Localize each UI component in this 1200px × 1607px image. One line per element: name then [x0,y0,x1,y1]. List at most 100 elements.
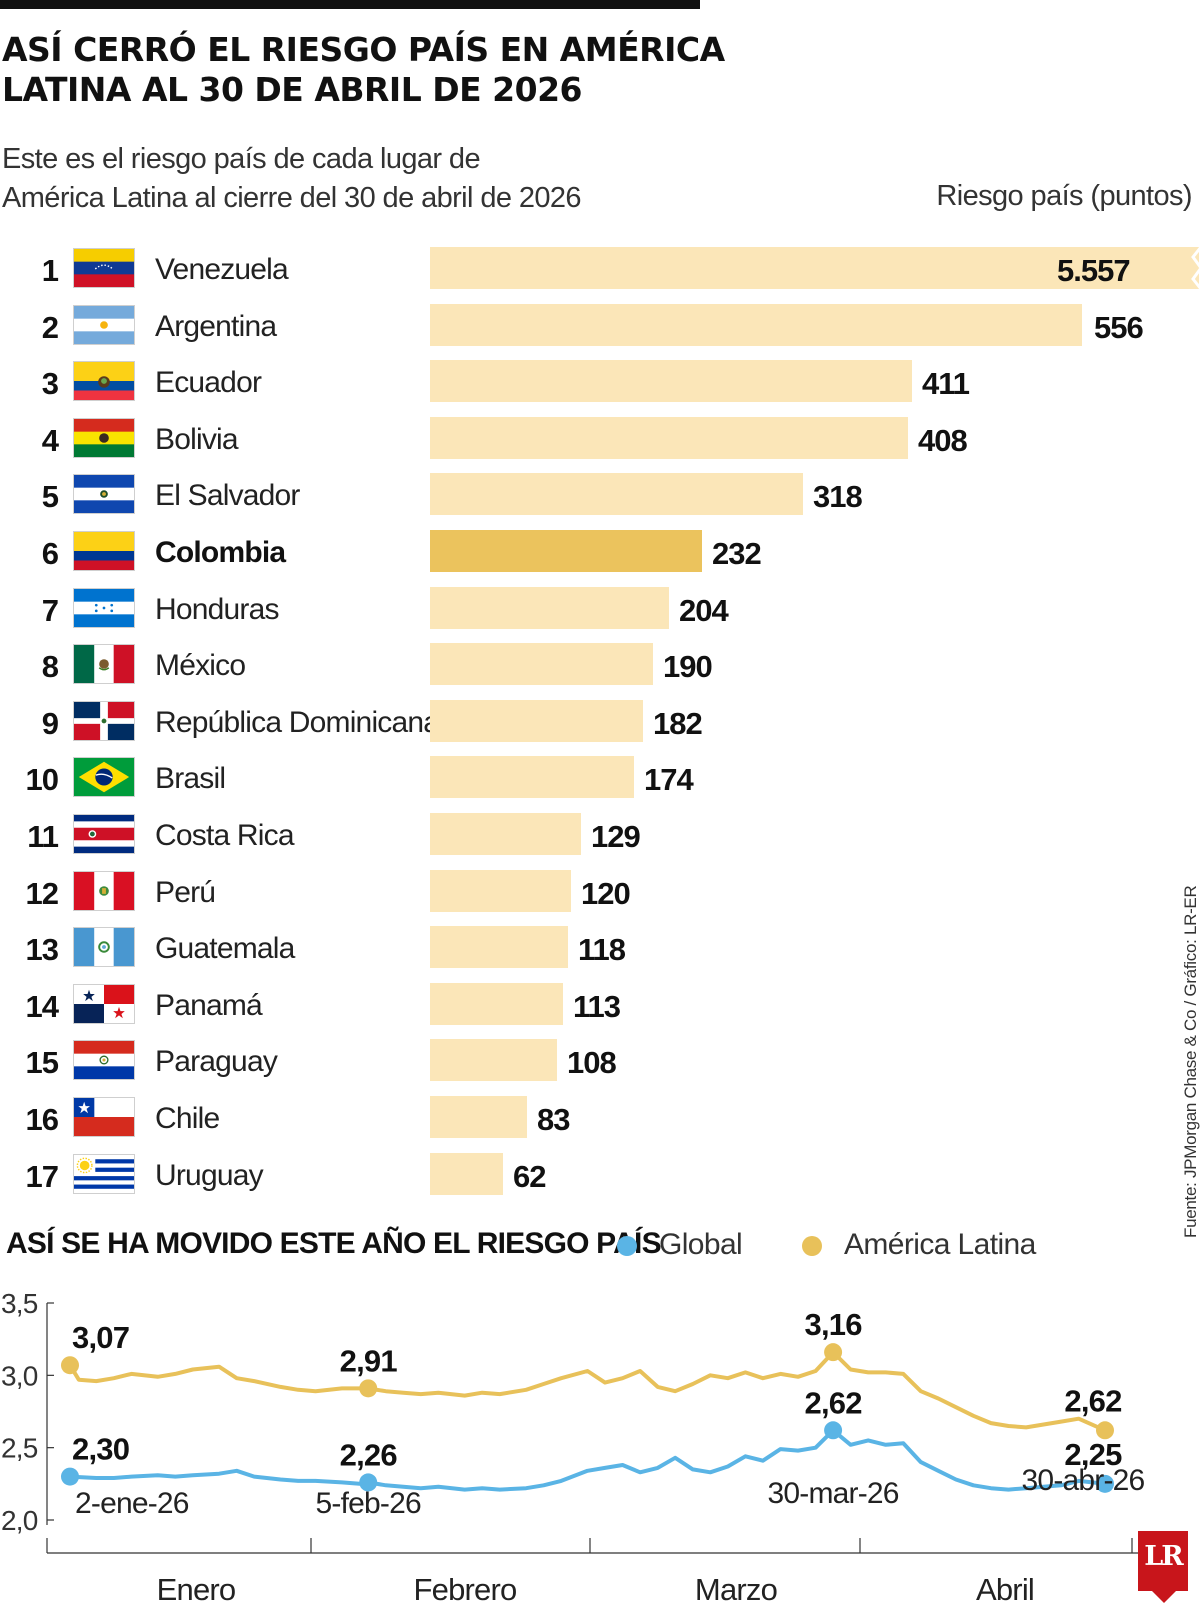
bar [430,1096,527,1138]
global-point [1096,1474,1114,1493]
line-chart-title: ASÍ SE HA MOVIDO ESTE AÑO EL RIESGO PAÍS [6,1227,662,1260]
bar-row: 6 Colombia 232 [0,526,1200,576]
rank-label: 12 [25,875,59,911]
country-label: Panamá [155,988,263,1022]
el-salvador-flag-icon [73,474,135,515]
global-point [61,1467,79,1486]
title-line-2: LATINA AL 30 DE ABRIL DE 2026 [2,70,583,109]
global-series-line [68,1428,1107,1492]
rank-label: 8 [41,649,59,685]
value-label: 118 [578,932,626,968]
line-chart: 2,0 2,5 3,0 3,5 Enero Febrero Marzo Abril 2,30 2,… [1,1288,1160,1607]
value-label: 182 [653,705,703,741]
value-label: 120 [581,875,631,911]
legend-item-latam: América Latina [802,1228,1036,1262]
bar [430,699,643,742]
value-label: 411 [922,366,970,402]
subtitle-line-2: América Latina al cierre del 30 de abril… [2,182,582,214]
rank-label: 5 [41,479,59,515]
global-data-label: 2,25 [1064,1437,1122,1472]
bar-row: 14 Panamá 113 [0,979,1200,1029]
y-tick-label: 2,5 [1,1433,38,1464]
bar [430,643,653,686]
latam-data-label: 3,07 [72,1320,129,1355]
costa-rica-flag-icon [73,814,135,854]
venezuela-flag-icon [73,248,135,288]
global-data-label: 2,26 [340,1437,398,1472]
rank-label: 13 [25,932,59,968]
country-label: El Salvador [155,479,300,513]
bar [430,1039,557,1082]
value-label: 318 [813,479,863,515]
global-point [824,1421,843,1440]
y-tick-label: 3,5 [1,1288,38,1319]
rank-label: 14 [25,988,59,1024]
latam-data-label: 2,62 [1064,1383,1121,1418]
bar [430,530,702,572]
value-label: 204 [679,592,729,628]
latam-series-line [68,1350,1107,1433]
rank-label: 9 [41,705,59,741]
bar [430,247,1199,289]
value-label: 108 [567,1045,617,1081]
uruguay-flag-icon [73,1153,135,1194]
global-point [359,1473,378,1492]
value-label: 129 [591,819,641,854]
value-axis-label: Riesgo país (puntos) [936,180,1192,212]
country-label: Argentina [155,309,277,343]
bar-row: 9 República Dominicana 182 [0,696,1200,746]
value-label: 232 [712,536,762,571]
value-label: 190 [663,649,713,685]
legend-label-latam: América Latina [844,1228,1036,1261]
value-label: 5.557 [1057,253,1131,288]
latam-point [824,1343,843,1362]
rank-label: 15 [25,1045,59,1081]
x-month-label: Marzo [695,1572,777,1607]
x-date-label: 5-feb-26 [316,1487,421,1520]
y-tick-label: 2,0 [1,1505,38,1536]
bar [430,473,803,516]
country-label: Venezuela [155,253,289,286]
value-label: 408 [918,422,968,458]
bar-row: 7 Honduras 204 [0,583,1200,633]
rank-label: 17 [25,1158,59,1194]
dominican-republic-flag-icon [73,700,135,741]
latam-data-label: 3,16 [805,1307,863,1342]
latam-point [359,1379,378,1398]
ecuador-flag-icon [73,361,135,402]
page-title: ASÍ CERRÓ EL RIESGO PAÍS EN AMÉRICA LATI… [2,30,725,110]
x-date-label: 30-abr-26 [1022,1464,1145,1497]
bar-row: 1 Venezuela 5.557 [0,243,1200,293]
country-label: Colombia [155,536,286,569]
subtitle: Este es el riesgo país de cada lugar de … [2,140,582,218]
bar [430,813,581,855]
bar [430,586,669,629]
x-month-label: Febrero [414,1572,517,1607]
bar-row: 17 Uruguay 62 [0,1149,1200,1199]
bar-row: 2 Argentina 556 [0,300,1200,350]
latam-data-label: 2,91 [340,1343,398,1378]
panama-flag-icon [73,983,135,1024]
country-label: Chile [155,1102,220,1135]
country-label: Bolivia [155,422,239,456]
rank-label: 7 [41,592,59,628]
bar-row: 12 Perú 120 [0,866,1200,916]
country-label: México [155,649,246,683]
bar-row: 11 Costa Rica 129 [0,809,1200,859]
top-rule [0,0,700,9]
rank-label: 4 [41,422,59,458]
latam-point [1096,1421,1114,1440]
rank-label: 11 [27,819,59,854]
mexico-flag-icon [73,644,135,685]
country-label: Brasil [155,762,226,796]
bar [430,1152,503,1195]
rank-label: 16 [25,1102,59,1137]
paraguay-flag-icon [73,1040,135,1081]
bar [430,416,908,459]
bar-row: 13 Guatemala 118 [0,922,1200,972]
bar-row: 16 Chile 83 [0,1092,1200,1142]
bar-row: 3 Ecuador 411 [0,356,1200,406]
value-label: 556 [1094,309,1144,345]
rank-label: 3 [41,366,59,402]
lr-logo: LR [1138,1531,1188,1603]
